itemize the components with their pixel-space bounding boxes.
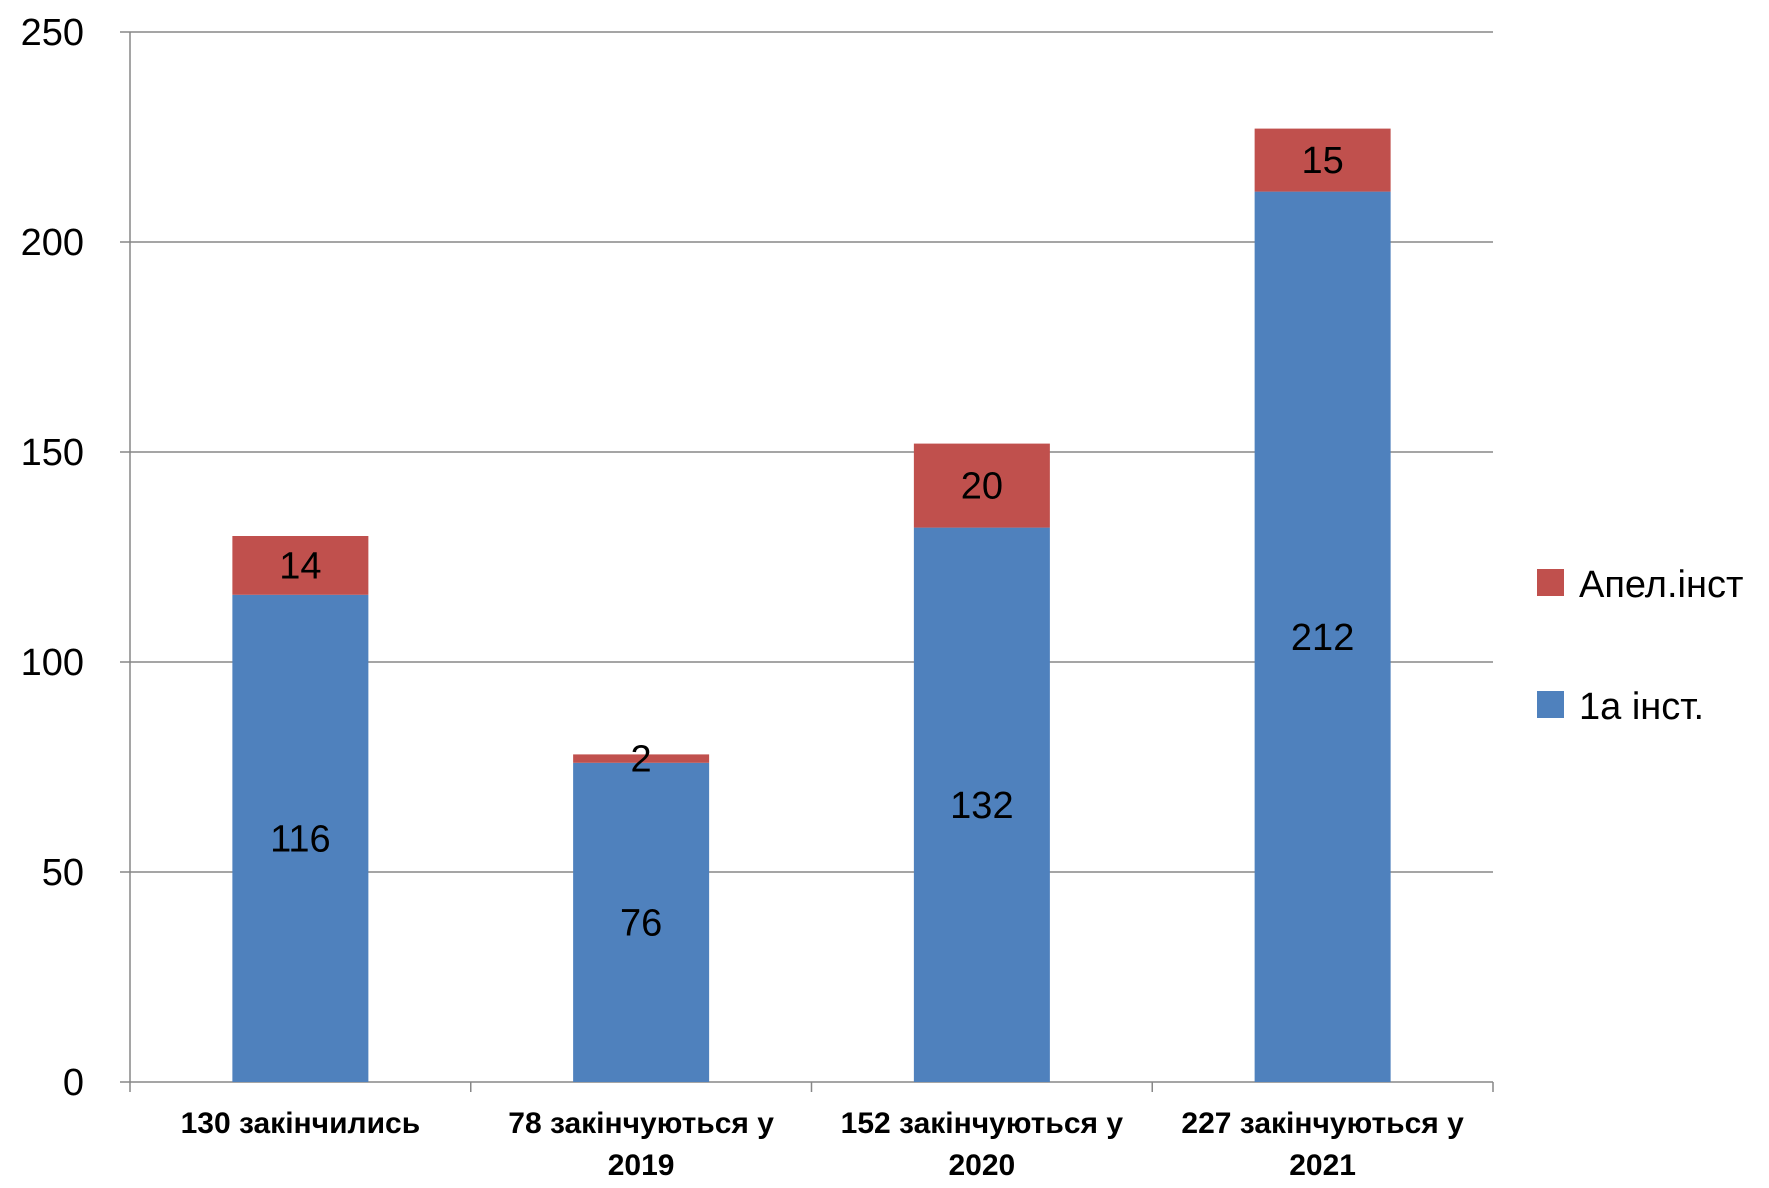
bar-segment-appeal	[232, 536, 369, 595]
y-tick-label: 150	[21, 432, 84, 474]
bar-segment-appeal	[1254, 128, 1391, 192]
data-labels: 116 14 76 2 132 20 212 15	[270, 140, 1354, 944]
data-label: 116	[270, 818, 331, 860]
legend-label: Апел.інст	[1579, 564, 1743, 606]
bar-segment-first-instance	[1254, 191, 1391, 1083]
data-label: 76	[620, 902, 662, 944]
x-category-label: 227 закінчуються у 2021	[1181, 1107, 1464, 1182]
x-category-label: 130 закінчились	[181, 1107, 421, 1140]
data-label: 15	[1301, 140, 1343, 182]
y-tick-labels: 0 50 100 150 200 250	[21, 12, 84, 1104]
bar-segment-appeal	[573, 754, 710, 763]
y-tick-label: 100	[21, 642, 84, 684]
x-category-label: 78 закінчуються у 2019	[508, 1107, 774, 1182]
data-label: 212	[1291, 617, 1354, 659]
x-category-labels: 130 закінчились 78 закінчуються у 2019 152 …	[181, 1107, 1465, 1182]
data-label: 2	[631, 739, 652, 781]
y-tick-label: 250	[21, 12, 84, 54]
x-category-label: 152 закінчуються у 2020	[841, 1107, 1124, 1182]
bar-segment-first-instance	[913, 527, 1050, 1082]
y-tick-label: 0	[63, 1062, 84, 1104]
data-label: 14	[279, 545, 321, 587]
y-tick-label: 50	[42, 852, 84, 894]
legend-swatch	[1537, 569, 1564, 596]
data-label: 20	[961, 466, 1003, 508]
y-tick-label: 200	[21, 222, 84, 264]
bar-segment-first-instance	[573, 762, 710, 1082]
legend-label: 1а інст.	[1579, 686, 1704, 728]
bar-segment-first-instance	[232, 594, 369, 1082]
bar-segment-appeal	[913, 443, 1050, 528]
data-label: 132	[950, 785, 1013, 827]
legend-swatch	[1537, 691, 1564, 718]
bars	[232, 128, 1391, 1083]
legend: Апел.інст 1а інст.	[1537, 564, 1743, 728]
